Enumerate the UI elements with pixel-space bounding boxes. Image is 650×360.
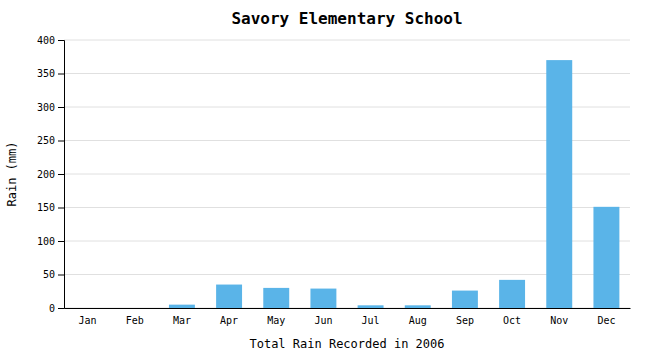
y-tick: 100	[37, 236, 64, 247]
y-tick: 200	[37, 169, 64, 180]
x-tick-label: Mar	[173, 315, 191, 326]
chart: 050100150200250300350400JanFebMarAprMayJ…	[0, 0, 650, 360]
grid-line	[64, 107, 630, 108]
x-tick-label: Aug	[409, 315, 427, 326]
y-tick-mark	[58, 141, 64, 142]
y-tick: 50	[43, 269, 64, 280]
x-tick: Dec	[597, 315, 615, 326]
y-tick-mark	[58, 241, 64, 242]
bar	[452, 291, 478, 308]
y-tick: 0	[49, 303, 64, 314]
x-tick-label: Nov	[550, 315, 568, 326]
plot-area: 050100150200250300350400JanFebMarAprMayJ…	[37, 35, 631, 326]
y-tick: 250	[37, 135, 64, 146]
x-tick: Oct	[503, 315, 521, 326]
y-tick-label: 350	[37, 68, 55, 79]
x-tick-label: Dec	[597, 315, 615, 326]
bar	[169, 305, 195, 308]
bar	[122, 308, 148, 309]
x-tick-label: Jan	[79, 315, 97, 326]
x-tick: Aug	[409, 315, 427, 326]
y-tick-label: 400	[37, 35, 55, 46]
bar	[546, 60, 572, 308]
y-axis-title: Rain (mm)	[5, 141, 19, 206]
x-tick-label: Oct	[503, 315, 521, 326]
x-tick: Jan	[79, 315, 97, 326]
x-tick-label: Apr	[220, 315, 238, 326]
bar	[263, 288, 289, 308]
y-tick-mark	[58, 40, 64, 41]
bar	[499, 280, 525, 308]
y-tick: 150	[37, 202, 64, 213]
y-tick-mark	[58, 208, 64, 209]
grid-line	[64, 40, 630, 41]
x-tick: Sep	[456, 315, 474, 326]
bar	[358, 305, 384, 308]
title: Savory Elementary School	[231, 9, 462, 28]
x-tick-label: Jul	[362, 315, 380, 326]
y-tick: 350	[37, 68, 64, 79]
bar	[310, 289, 336, 308]
bar	[75, 308, 101, 309]
x-tick: Jun	[314, 315, 332, 326]
y-tick-mark	[58, 107, 64, 108]
x-axis-line	[65, 308, 631, 309]
y-tick-label: 100	[37, 236, 55, 247]
grid-line	[64, 308, 630, 309]
x-tick-label: May	[267, 315, 285, 326]
x-tick: Apr	[220, 315, 238, 326]
x-tick: Nov	[550, 315, 568, 326]
y-tick-label: 150	[37, 202, 55, 213]
bar	[405, 305, 431, 308]
x-axis-title: Total Rain Recorded in 2006	[249, 337, 444, 351]
grid-line	[64, 73, 630, 74]
x-tick: Jul	[362, 315, 380, 326]
x-tick: Feb	[126, 315, 144, 326]
x-tick-label: Jun	[314, 315, 332, 326]
y-tick-mark	[58, 74, 64, 75]
y-tick-label: 200	[37, 169, 55, 180]
grid-line	[64, 207, 630, 208]
grid-line	[64, 241, 630, 242]
y-tick-label: 0	[49, 303, 55, 314]
grid	[64, 40, 630, 308]
y-axis-line	[58, 41, 65, 309]
y-tick: 400	[37, 35, 64, 46]
grid-line	[64, 274, 630, 275]
y-tick-mark	[58, 308, 64, 309]
y-tick: 300	[37, 102, 64, 113]
bar	[216, 285, 242, 308]
bar	[593, 207, 619, 308]
grid-line	[64, 174, 630, 175]
x-tick: Mar	[173, 315, 191, 326]
bars	[169, 60, 619, 308]
y-tick-label: 50	[43, 269, 55, 280]
y-tick-label: 300	[37, 102, 55, 113]
y-axis: 0 50 100 150 200 250 300 350 400	[37, 35, 65, 314]
y-tick-label: 250	[37, 135, 55, 146]
grid-line	[64, 140, 630, 141]
x-tick-label: Feb	[126, 315, 144, 326]
y-tick-mark	[58, 275, 64, 276]
x-axis: Jan Feb Mar Apr May Jun Jul Aug Sep Oct Nov Dec	[65, 309, 631, 327]
x-tick: May	[267, 315, 285, 326]
y-tick-mark	[58, 174, 64, 175]
x-tick-label: Sep	[456, 315, 474, 326]
